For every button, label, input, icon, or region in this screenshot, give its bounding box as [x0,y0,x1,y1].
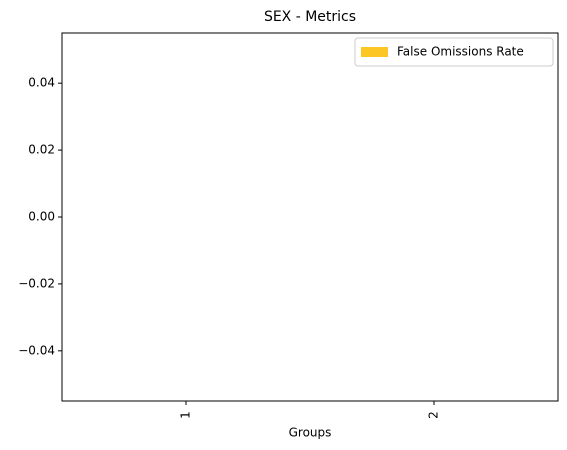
y-tick-label: 0.04 [28,76,55,90]
legend-swatch [361,47,388,57]
y-tick-label: −0.04 [18,343,55,357]
x-axis-label: Groups [289,426,332,440]
legend-box [354,37,554,67]
y-tick-label: −0.02 [18,276,55,290]
x-tick-label: 2 [427,411,441,419]
legend-label: False Omissions Rate [397,45,524,59]
y-tick-label: 0.02 [28,143,55,157]
y-tick-label: 0.00 [28,210,55,224]
x-tick-label: 1 [179,411,193,419]
chart-title: SEX - Metrics [264,9,356,25]
plot-frame [61,32,559,402]
